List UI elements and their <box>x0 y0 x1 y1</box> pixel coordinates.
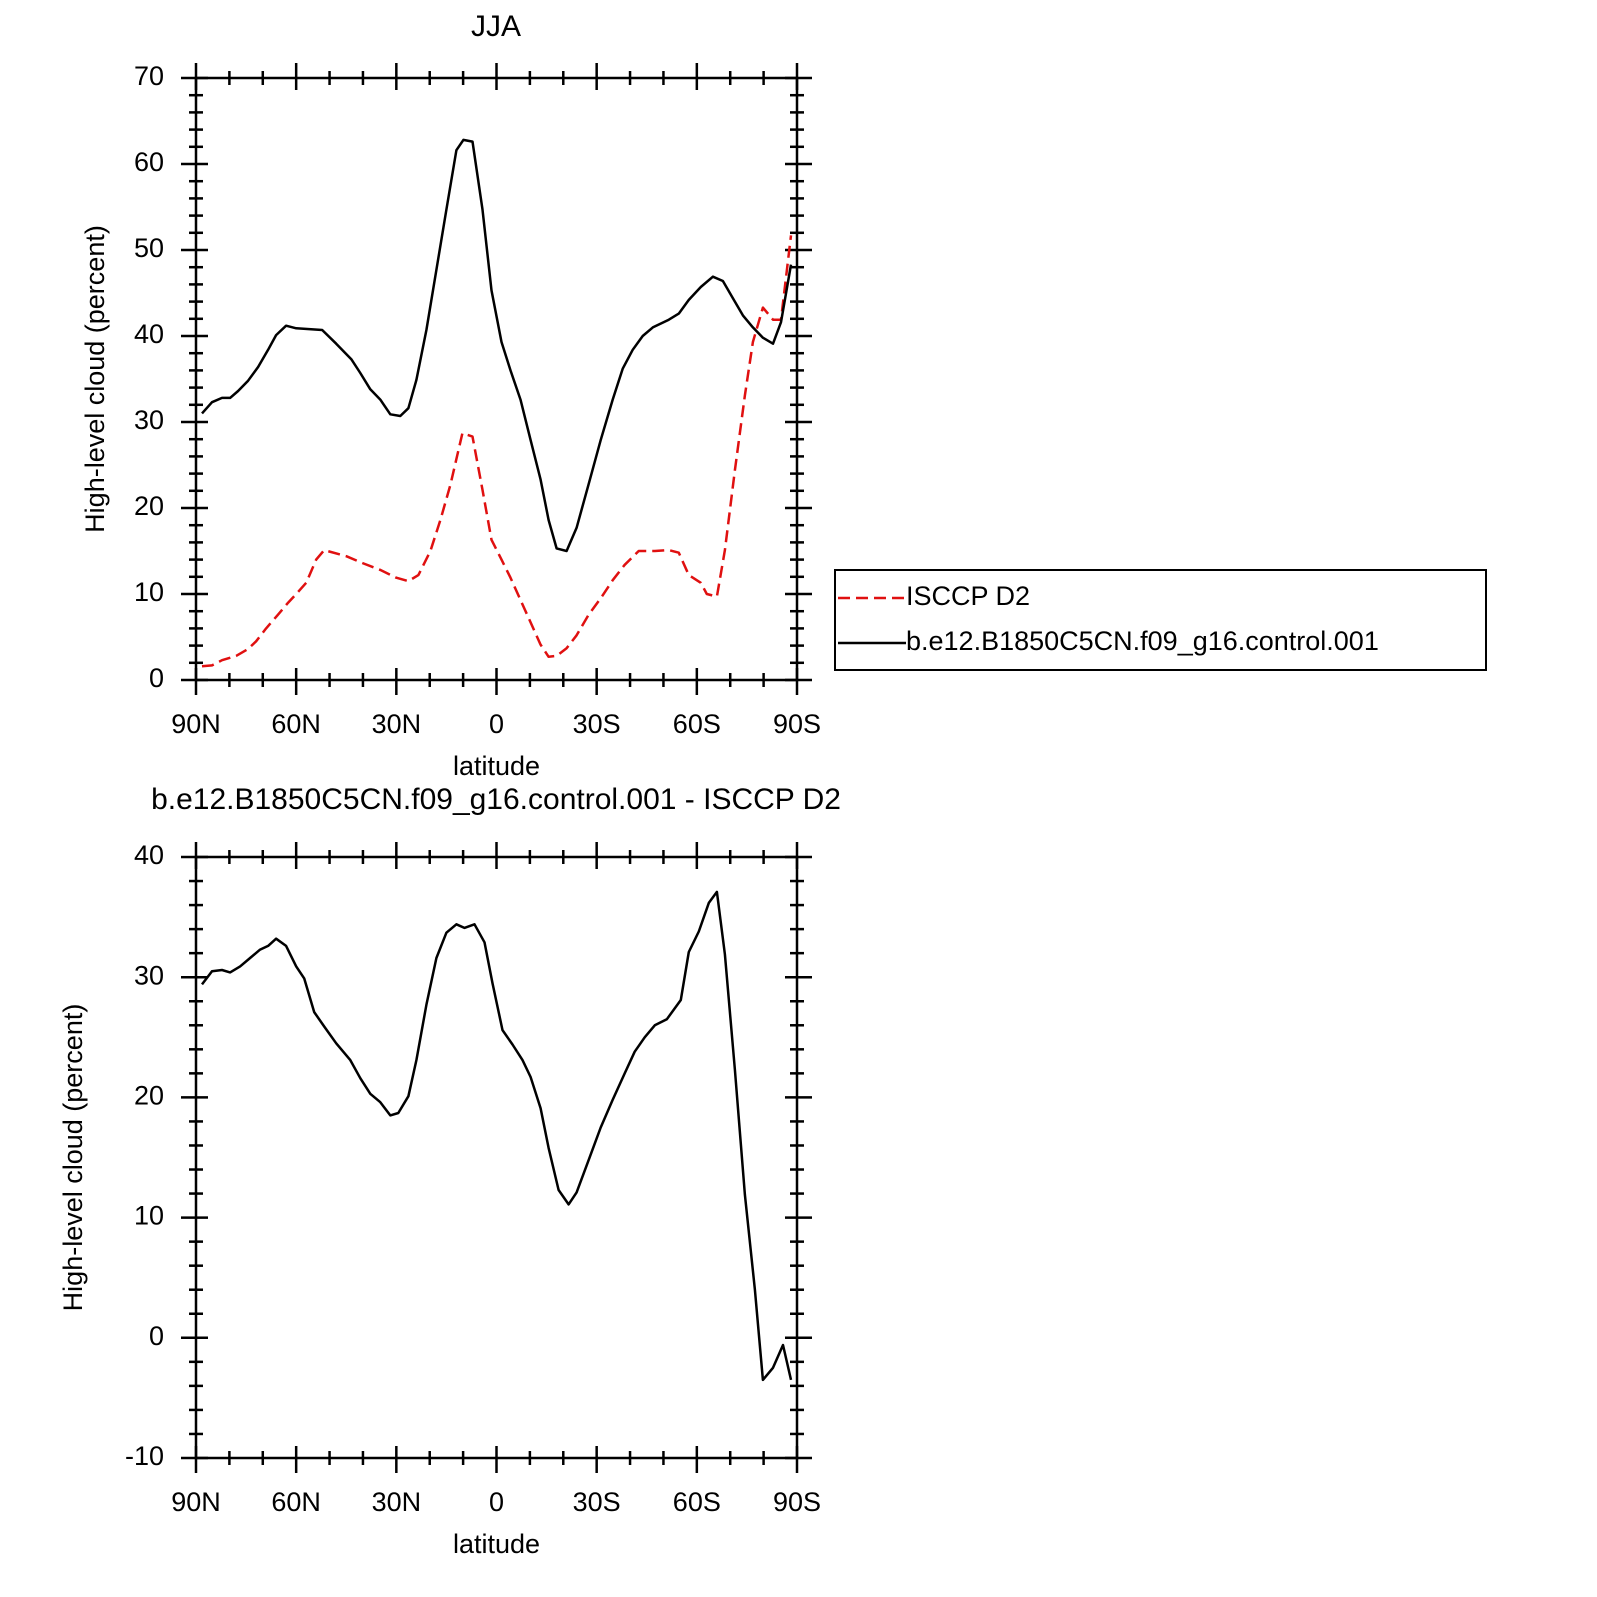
series-line <box>201 138 793 553</box>
legend-box <box>834 569 1487 671</box>
y-tick-label: 10 <box>134 577 164 607</box>
x-tick-label: 90N <box>171 1487 221 1517</box>
y-tick-label: 40 <box>134 319 164 349</box>
chart-title: b.e12.B1850C5CN.f09_g16.control.001 - IS… <box>151 783 841 816</box>
plot-frame <box>194 855 799 1460</box>
y-tick-label: -10 <box>125 1441 164 1471</box>
y-axis-label: High-level cloud (percent) <box>58 1004 88 1312</box>
x-tick-label: 30S <box>573 1487 621 1517</box>
y-tick-label: 0 <box>149 1321 164 1351</box>
x-tick-label: 0 <box>489 709 504 739</box>
y-tick-label: 30 <box>134 960 164 990</box>
x-tick-label: 90S <box>773 1487 821 1517</box>
x-tick-label: 60S <box>673 1487 721 1517</box>
y-tick-label: 20 <box>134 491 164 521</box>
x-tick-label: 0 <box>489 1487 504 1517</box>
x-tick-label: 30N <box>372 1487 422 1517</box>
x-tick-label: 30N <box>372 709 422 739</box>
y-tick-label: 70 <box>134 61 164 91</box>
y-tick-label: 10 <box>134 1201 164 1231</box>
series-line <box>201 235 793 668</box>
x-tick-label: 60N <box>271 709 321 739</box>
y-tick-label: 40 <box>134 840 164 870</box>
y-tick-label: 50 <box>134 233 164 263</box>
y-tick-label: 20 <box>134 1081 164 1111</box>
chart-title: JJA <box>471 10 521 43</box>
legend-label: b.e12.B1850C5CN.f09_g16.control.001 <box>906 626 1379 656</box>
x-tick-label: 60S <box>673 709 721 739</box>
x-axis-label: latitude <box>453 751 540 781</box>
y-tick-label: 30 <box>134 405 164 435</box>
x-tick-label: 30S <box>573 709 621 739</box>
x-axis-label: latitude <box>453 1529 540 1559</box>
y-axis-label: High-level cloud (percent) <box>80 225 110 533</box>
x-tick-label: 90N <box>171 709 221 739</box>
x-tick-label: 90S <box>773 709 821 739</box>
y-tick-label: 60 <box>134 147 164 177</box>
y-tick-label: 0 <box>149 663 164 693</box>
data-line <box>201 890 793 1382</box>
plot-frame <box>194 76 799 682</box>
legend-label: ISCCP D2 <box>906 581 1030 611</box>
x-tick-label: 60N <box>271 1487 321 1517</box>
